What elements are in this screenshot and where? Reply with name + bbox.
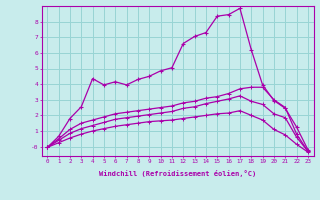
X-axis label: Windchill (Refroidissement éolien,°C): Windchill (Refroidissement éolien,°C) — [99, 170, 256, 177]
